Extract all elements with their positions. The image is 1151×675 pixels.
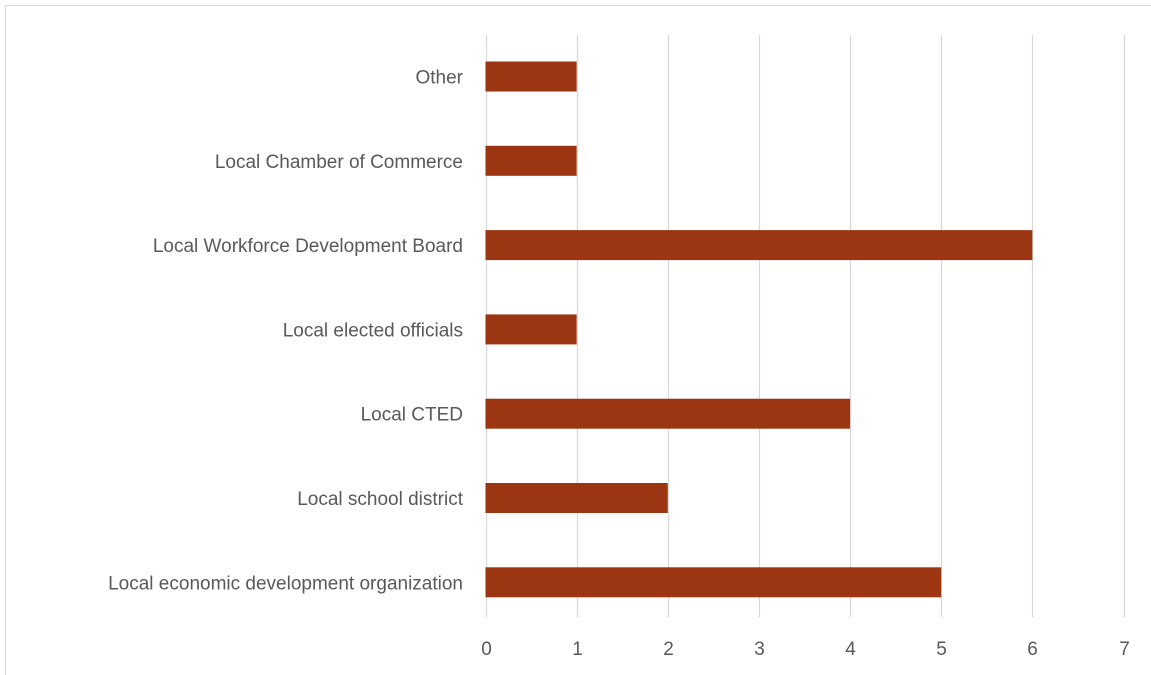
bars [485,61,1033,598]
x-tick-label-2: 2 [663,639,674,660]
category-label-4: Local CTED [361,405,463,426]
category-label-1: Local Chamber of Commerce [215,152,463,173]
x-tick-label-6: 6 [1027,639,1038,660]
chart-frame [5,5,1151,675]
category-label-0: Other [415,68,463,89]
category-labels: Other Local Chamber of Commerce Local Work… [108,68,464,595]
category-label-5: Local school district [297,489,464,510]
bar-0 [485,61,577,92]
bar-2 [485,230,1033,261]
category-label-6: Local economic development organization [108,573,463,594]
x-tick-label-0: 0 [481,639,492,660]
x-tick-label-4: 4 [845,639,856,660]
x-tick-label-7: 7 [1119,639,1130,660]
category-label-3: Local elected officials [283,320,463,341]
bar-1 [485,145,577,176]
bar-6 [485,567,942,598]
x-tick-label-5: 5 [936,639,947,660]
x-tick-label-1: 1 [572,639,583,660]
bar-5 [485,483,668,513]
bar-4 [485,398,851,429]
x-tick-label-3: 3 [754,639,765,660]
x-axis-tick-labels: 0 1 2 3 4 5 6 7 [481,639,1130,660]
category-label-2: Local Workforce Development Board [153,236,463,257]
grid-lines [485,35,1126,617]
bar-3 [485,314,577,345]
